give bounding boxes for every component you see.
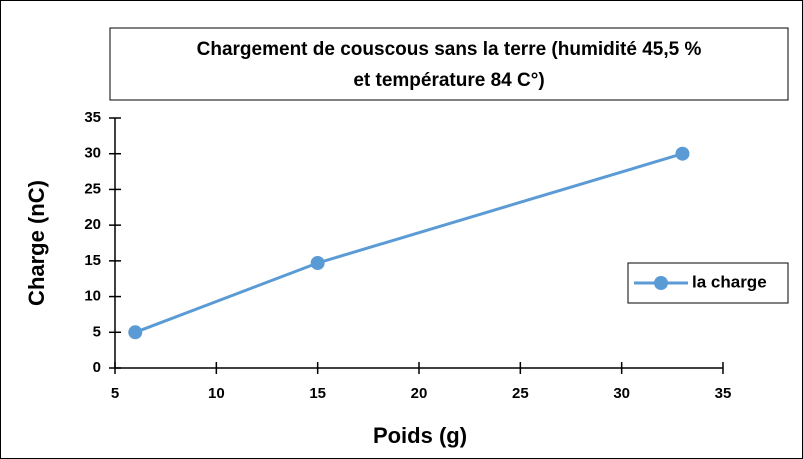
y-tick-label: 15: [84, 252, 101, 269]
x-tick-label: 15: [309, 385, 326, 402]
chart-title: Chargement de couscous sans la terre (hu…: [197, 39, 702, 60]
point: [675, 146, 690, 161]
x-axis-label: Poids (g): [373, 423, 467, 448]
y-tick-label: 10: [84, 288, 101, 305]
x-tick-label: 10: [208, 385, 225, 402]
point: [310, 256, 325, 270]
point: [128, 325, 143, 340]
y-tick-label: 35: [84, 109, 101, 126]
y-tick-label: 5: [93, 323, 101, 340]
y-tick-label: 30: [84, 145, 101, 162]
y-tick-label: 25: [84, 180, 101, 197]
chart-title: et température 84 C°): [353, 70, 544, 91]
legend-label: la charge: [692, 272, 767, 291]
x-tick-label: 25: [512, 385, 529, 402]
x-tick-label: 5: [111, 385, 119, 402]
legend-marker: [654, 276, 668, 290]
title-box: [109, 27, 789, 101]
x-tick-label: 30: [613, 385, 630, 402]
y-tick-label: 20: [84, 216, 101, 233]
y-tick-label: 0: [93, 359, 101, 376]
x-tick-label: 20: [411, 385, 428, 402]
x-tick-label: 35: [715, 385, 732, 402]
y-axis-label: Charge (nC): [24, 180, 49, 306]
